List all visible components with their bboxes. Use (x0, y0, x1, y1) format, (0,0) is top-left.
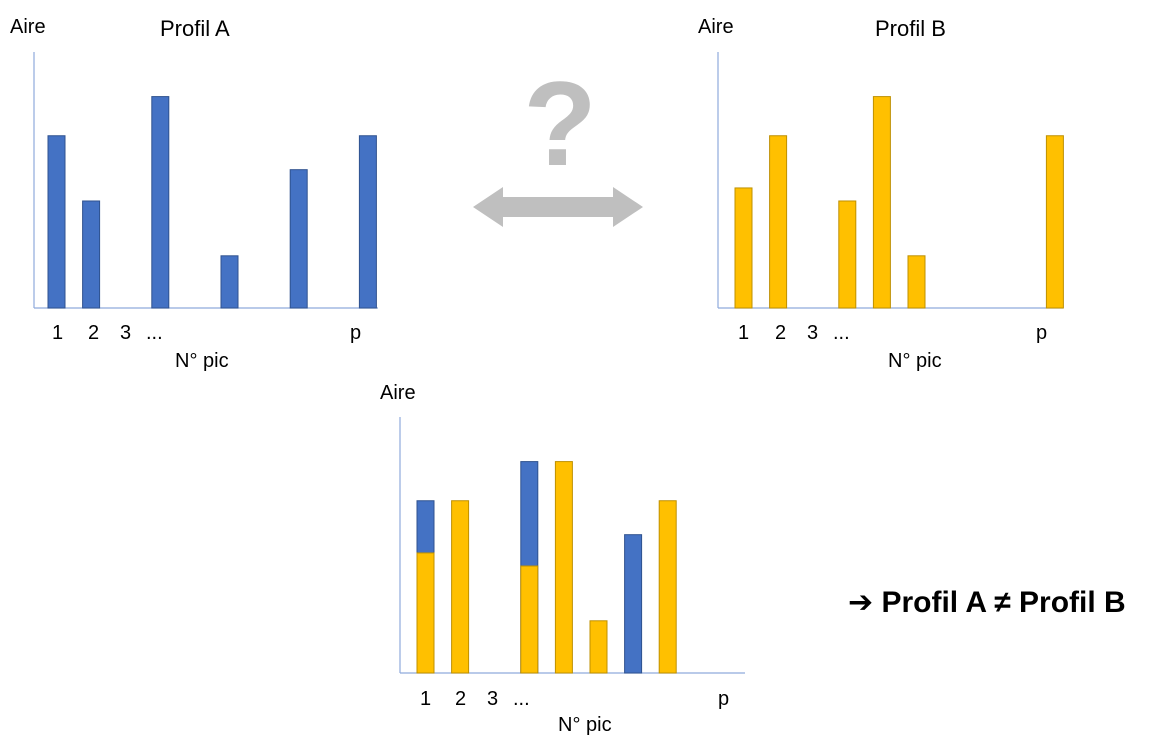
chart-c-tick: ... (513, 688, 530, 710)
chart-a-bars (47, 96, 377, 309)
question-mark-icon: ? (523, 57, 596, 191)
chart-b-bars (734, 96, 1064, 309)
chart-a-tick: 1 (52, 322, 64, 344)
chart-c-bar-profil-b (658, 500, 677, 674)
chart-a-bar (220, 255, 239, 309)
chart-b-xlabel: N° pic (888, 350, 942, 372)
chart-b-bar (1045, 135, 1064, 309)
chart-a-bar (289, 169, 308, 309)
chart-c-bar-profil-b (451, 500, 470, 674)
chart-c-bar-profil-b (589, 620, 608, 674)
chart-a-ylabel: Aire (10, 16, 46, 38)
chart-a-bar (82, 200, 101, 309)
chart-b-tick: ... (833, 322, 850, 344)
chart-c-bar-profil-b (554, 461, 573, 674)
chart-a-tick: 2 (88, 322, 100, 344)
chart-b-title: Profil B (875, 16, 946, 41)
chart-c-tick: 2 (455, 688, 467, 710)
chart-c-bar-profil-a (624, 534, 643, 674)
chart-b-tick: 2 (775, 322, 787, 344)
chart-b-bar (872, 96, 891, 309)
chart-c-xlabel: N° pic (558, 714, 612, 736)
conclusion-text: ➔ Profil A ≠ Profil B (848, 586, 1126, 619)
chart-c-tick: 1 (420, 688, 432, 710)
chart-b-bar (838, 200, 857, 309)
chart-b-bar (734, 187, 753, 309)
chart-c-ylabel: Aire (380, 382, 416, 404)
chart-a-tick: ... (146, 322, 163, 344)
chart-a-tick: p (350, 322, 362, 344)
chart-a-bar (151, 96, 170, 309)
chart-b-ylabel: Aire (698, 16, 734, 38)
chart-a-bar (358, 135, 377, 309)
double-arrow-icon (473, 187, 643, 227)
chart-a-bar (47, 135, 66, 309)
chart-a-title: Profil A (160, 16, 230, 41)
chart-b-tick: 3 (807, 322, 819, 344)
chart-b-tick: 1 (738, 322, 750, 344)
chart-c-bars (416, 461, 677, 674)
chart-a-tick: 3 (120, 322, 132, 344)
chart-b-tick: p (1036, 322, 1048, 344)
chart-a-xlabel: N° pic (175, 350, 229, 372)
chart-c-bar-profil-b (520, 565, 539, 674)
chart-c-bar-profil-b (416, 552, 435, 674)
chart-c-tick: 3 (487, 688, 499, 710)
chart-c-tick: p (718, 688, 730, 710)
chart-b-bar (907, 255, 926, 309)
chart-b-bar (769, 135, 788, 309)
